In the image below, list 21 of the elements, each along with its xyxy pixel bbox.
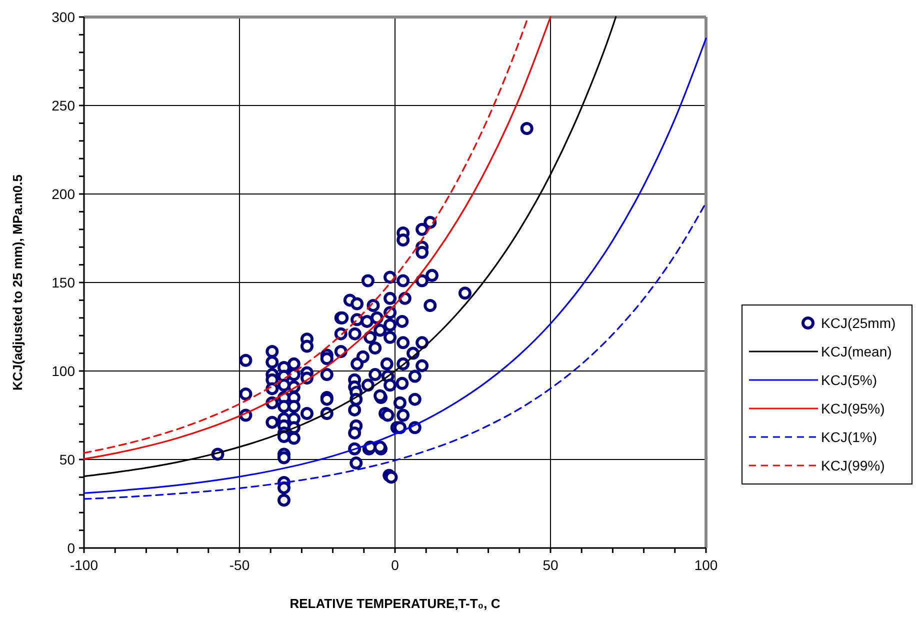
x-tick-label: 50 bbox=[542, 557, 558, 573]
x-tick-label: -50 bbox=[229, 557, 250, 573]
x-axis-title: RELATIVE TEMPERATURE,T-T₀, C bbox=[290, 596, 501, 611]
legend-label: KCJ(mean) bbox=[821, 344, 892, 360]
y-tick-label: 250 bbox=[52, 98, 76, 114]
y-tick-label: 100 bbox=[52, 363, 76, 379]
x-tick-label: 0 bbox=[391, 557, 400, 573]
y-tick-label: 150 bbox=[52, 274, 76, 290]
legend-label: KCJ(99%) bbox=[821, 458, 885, 474]
legend-label: KCJ(25mm) bbox=[821, 315, 896, 331]
x-tick-label: 100 bbox=[694, 557, 718, 573]
y-tick-label: 300 bbox=[52, 9, 76, 25]
y-tick-label: 50 bbox=[59, 452, 76, 468]
x-tick-label: -100 bbox=[70, 557, 98, 573]
y-tick-label: 200 bbox=[52, 186, 76, 202]
y-tick-label: 0 bbox=[67, 540, 76, 556]
legend-label: KCJ(1%) bbox=[821, 429, 878, 445]
line-series bbox=[83, 38, 707, 494]
y-axis-title: KCJ(adjusted to 25 mm), MPa.m0.5 bbox=[10, 174, 25, 390]
legend-label: KCJ(95%) bbox=[821, 400, 885, 416]
legend-label: KCJ(5%) bbox=[821, 372, 878, 388]
